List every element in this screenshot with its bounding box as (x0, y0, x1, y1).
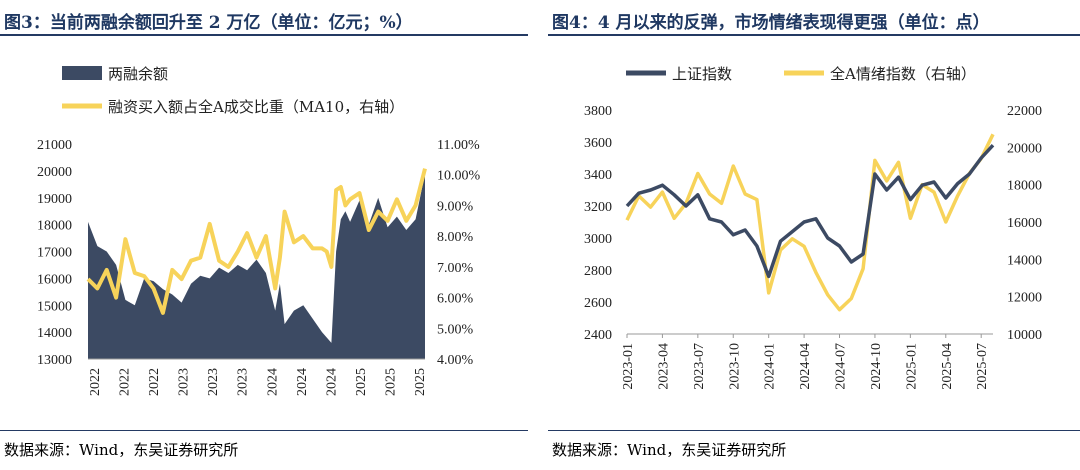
right-source-note: 数据来源：Wind，东吴证券研究所 (552, 441, 787, 459)
x-tick-label: 2024 (265, 368, 280, 396)
x-tick-label: 2025-01 (904, 343, 919, 390)
right-title-bar: 图4：4 月以来的反弹，市场情绪表现得更强（单位：点） (548, 4, 1080, 36)
y-right-tick-label: 16000 (1007, 216, 1042, 231)
left-source-note: 数据来源：Wind，东吴证券研究所 (4, 441, 239, 459)
y-left-tick-label: 15000 (37, 299, 72, 314)
y-left-tick-label: 13000 (37, 353, 72, 368)
y-left-tick-label: 3000 (584, 232, 612, 247)
left-footer-rule (0, 430, 528, 431)
x-tick-label: 2024 (295, 368, 310, 396)
y-right-tick-label: 6.00% (437, 292, 474, 307)
y-left-tick-label: 2600 (584, 296, 612, 311)
x-tick-label: 2025 (383, 368, 398, 396)
y-right-tick-label: 12000 (1007, 291, 1042, 306)
series-line-sse-index (625, 144, 995, 279)
y-left-tick-label: 3400 (584, 168, 612, 183)
right-chart-title: 图4：4 月以来的反弹，市场情绪表现得更强（单位：点） (552, 13, 990, 33)
y-right-tick-label: 7.00% (437, 261, 474, 276)
series-line-financing-ratio (86, 168, 427, 315)
legend-label-margin-balance: 两融余额 (108, 65, 168, 83)
left-chart-title: 图3：当前两融余额回升至 2 万亿（单位：亿元；%） (4, 13, 413, 33)
legend-label-sentiment-index: 全A情绪指数（右轴） (830, 65, 976, 83)
y-left-tick-label: 16000 (37, 272, 72, 287)
y-right-tick-label: 18000 (1007, 179, 1042, 194)
y-left-tick-label: 3800 (584, 104, 612, 119)
x-tick-label: 2023-01 (621, 343, 636, 390)
right-chart: 上证指数 全A情绪指数（右轴） 2400 2600 2800 3000 3200 3400 36… (584, 65, 1042, 390)
y-right-tick-label: 10.00% (437, 169, 481, 184)
x-tick-label: 2022 (147, 368, 162, 396)
x-tick-label: 2023 (177, 368, 192, 396)
y-left-tick-label: 3600 (584, 136, 612, 151)
y-right-tick-label: 4.00% (437, 353, 474, 368)
y-left-tick-label: 2400 (584, 328, 612, 343)
x-tick-label: 2024-10 (869, 343, 884, 390)
y-right-tick-label: 5.00% (437, 322, 474, 337)
left-chart-panel: 图3：当前两融余额回升至 2 万亿（单位：亿元；%） 两融余额融资买入额占全A成… (0, 0, 528, 470)
left-title-bar: 图3：当前两融余额回升至 2 万亿（单位：亿元；%） (0, 4, 528, 36)
x-tick-label: 2025 (413, 368, 428, 396)
right-footer-rule (548, 430, 1080, 431)
y-left-tick-label: 18000 (37, 219, 72, 234)
series-line-sentiment-index (625, 133, 995, 312)
y-left-tick-label: 21000 (37, 138, 72, 153)
y-left-tick-label: 20000 (37, 165, 72, 180)
y-right-tick-label: 14000 (1007, 253, 1042, 268)
y-left-tick-label: 3200 (584, 200, 612, 215)
x-tick-label: 2025-04 (940, 343, 955, 390)
right-chart-panel: 图4：4 月以来的反弹，市场情绪表现得更强（单位：点） 上证指数 全A情绪指数（右… (548, 0, 1080, 470)
x-tick-label: 2023 (236, 368, 251, 396)
x-tick-label: 2023-10 (727, 343, 742, 390)
x-tick-label: 2024 (324, 368, 339, 396)
y-left-tick-label: 14000 (37, 326, 72, 341)
y-right-tick-label: 10000 (1007, 328, 1042, 343)
legend-label-sse-index: 上证指数 (672, 65, 732, 83)
x-tick-label: 2023 (206, 368, 221, 396)
x-tick-label: 2025-07 (975, 343, 990, 390)
x-tick-label: 2023-04 (656, 343, 671, 390)
y-left-tick-label: 17000 (37, 246, 72, 261)
y-right-tick-label: 20000 (1007, 141, 1042, 156)
y-right-tick-label: 22000 (1007, 104, 1042, 119)
x-tick-label: 2022 (118, 368, 133, 396)
legend-label-financing-ratio: 融资买入额占全A成交比重（MA10，右轴） (108, 98, 404, 116)
x-tick-label: 2024-07 (834, 343, 849, 390)
x-tick-label: 2024-01 (763, 343, 778, 390)
x-tick-label: 2025 (354, 368, 369, 396)
legend-swatch-margin-balance (62, 66, 102, 80)
y-right-tick-label: 8.00% (437, 230, 474, 245)
y-right-tick-label: 11.00% (437, 138, 480, 153)
x-tick-label: 2023-07 (692, 343, 707, 390)
y-left-tick-label: 2800 (584, 264, 612, 279)
y-left-tick-label: 19000 (37, 192, 72, 207)
x-tick-label: 2022 (88, 368, 103, 396)
series-area-margin-balance (88, 173, 425, 359)
x-tick-label: 2024-04 (798, 343, 813, 390)
y-right-tick-label: 9.00% (437, 199, 474, 214)
